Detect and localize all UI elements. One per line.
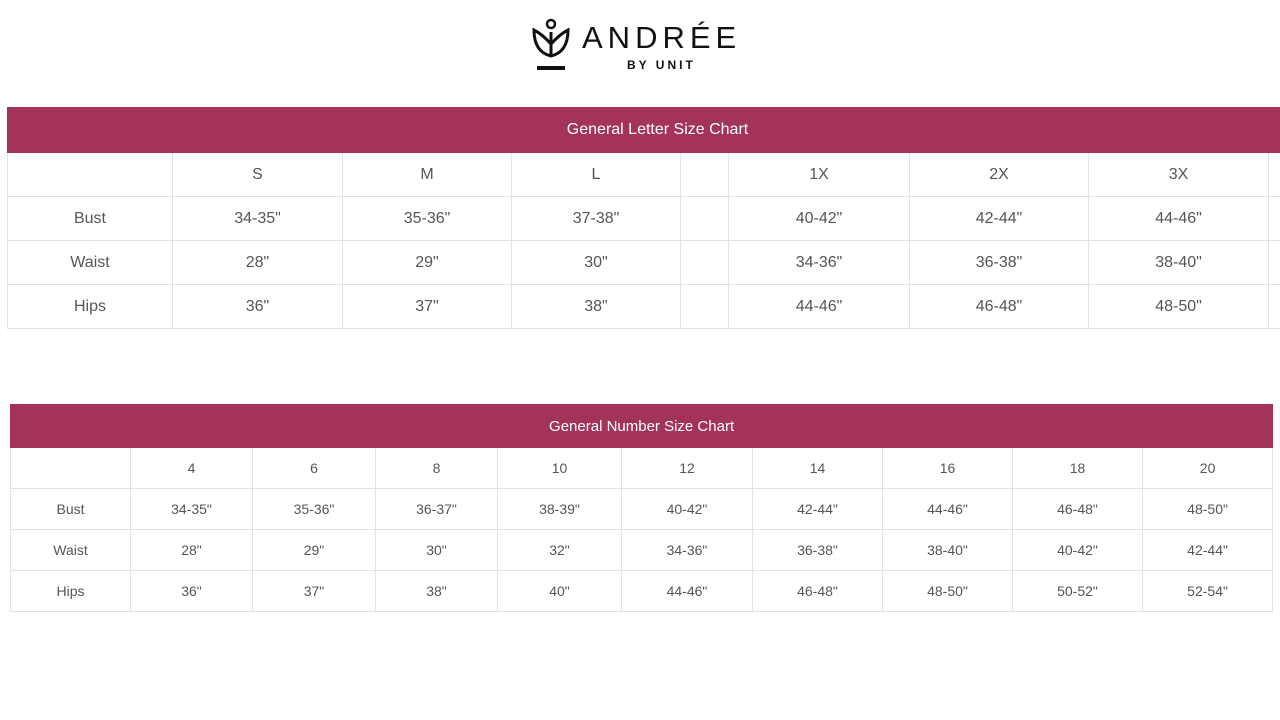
- measurement-cell: 37-38": [511, 196, 681, 241]
- size-column-header: M: [342, 152, 512, 197]
- size-column-header: 1X: [728, 152, 910, 197]
- size-column-header: 3X: [1088, 152, 1269, 197]
- measurement-cell: 38-40": [1088, 240, 1269, 285]
- letter-size-chart: General Letter Size Chart S M L 1X 2X 3X Bust 3…: [6, 107, 1280, 329]
- measurement-cell: 34-35": [130, 488, 253, 530]
- measurement-label: Waist: [10, 529, 131, 571]
- size-column-header: [10, 447, 131, 489]
- tulip-person-icon: [532, 18, 570, 70]
- measurement-cell: 28": [130, 529, 253, 571]
- table-row: Waist 28" 29" 30" 32" 34-36" 36-38" 38-40" 40-42…: [10, 529, 1274, 571]
- measurement-cell: 50-52": [1012, 570, 1143, 612]
- measurement-cell: 38": [375, 570, 498, 612]
- measurement-cell: 44-46": [882, 488, 1013, 530]
- measurement-cell: 46-48": [1012, 488, 1143, 530]
- size-column-header: 4: [130, 447, 253, 489]
- measurement-cell: 36": [130, 570, 253, 612]
- measurement-cell: 40-42": [728, 196, 910, 241]
- measurement-cell: 36-38": [909, 240, 1089, 285]
- measurement-cell: 42-44": [909, 196, 1089, 241]
- letter-chart-title: General Letter Size Chart: [6, 107, 1280, 153]
- measurement-cell: 34-36": [728, 240, 910, 285]
- measurement-cell: 44-46": [1088, 196, 1269, 241]
- size-header-row: S M L 1X 2X 3X: [7, 152, 1280, 197]
- measurement-cell: 36": [172, 284, 343, 329]
- measurement-cell: 29": [252, 529, 376, 571]
- table-row: Hips 36" 37" 38" 44-46" 46-48" 48-50": [7, 284, 1280, 329]
- measurement-cell: 40": [497, 570, 622, 612]
- size-column-header: 20: [1141, 447, 1274, 489]
- brand-name: ANDRÉE: [582, 20, 742, 55]
- size-column-header: 16: [882, 447, 1013, 489]
- measurement-cell: 36-37": [375, 488, 498, 530]
- measurement-cell: 42-44": [1141, 529, 1274, 571]
- measurement-cell: 29": [342, 240, 512, 285]
- measurement-cell: 38": [511, 284, 681, 329]
- measurement-cell: 30": [375, 529, 498, 571]
- measurement-cell: 28": [172, 240, 343, 285]
- measurement-cell: 38-39": [497, 488, 622, 530]
- measurement-cell: 40-42": [1012, 529, 1143, 571]
- number-size-chart: General Number Size Chart 4 6 8 10 12 14 16 18 2…: [9, 404, 1274, 612]
- measurement-cell: [680, 240, 729, 285]
- measurement-label: Waist: [7, 240, 173, 285]
- measurement-cell: 38-40": [882, 529, 1013, 571]
- measurement-label: Bust: [10, 488, 131, 530]
- size-column-header: [1267, 152, 1280, 197]
- size-header-row: 4 6 8 10 12 14 16 18 20: [10, 447, 1274, 489]
- size-column-header: [680, 152, 729, 197]
- size-column-header: 12: [621, 447, 753, 489]
- measurement-cell: [1267, 284, 1280, 329]
- measurement-cell: 32": [497, 529, 622, 571]
- measurement-cell: 48-50": [1088, 284, 1269, 329]
- measurement-cell: 37": [342, 284, 512, 329]
- size-column-header: 8: [375, 447, 498, 489]
- measurement-cell: 48-50": [882, 570, 1013, 612]
- measurement-cell: [680, 196, 729, 241]
- measurement-cell: 35-36": [342, 196, 512, 241]
- table-row: Waist 28" 29" 30" 34-36" 36-38" 38-40": [7, 240, 1280, 285]
- measurement-cell: 44-46": [621, 570, 753, 612]
- measurement-label: Hips: [7, 284, 173, 329]
- brand-subtitle: BY UNIT: [627, 58, 696, 72]
- measurement-cell: 30": [511, 240, 681, 285]
- size-column-header: L: [511, 152, 681, 197]
- measurement-cell: 44-46": [728, 284, 910, 329]
- brand-logo: ANDRÉE BY UNIT: [530, 18, 760, 76]
- measurement-cell: 52-54": [1141, 570, 1274, 612]
- table-row: Bust 34-35" 35-36" 37-38" 40-42" 42-44" 44-46": [7, 196, 1280, 241]
- measurement-cell: [1267, 240, 1280, 285]
- size-column-header: S: [172, 152, 343, 197]
- measurement-cell: 34-35": [172, 196, 343, 241]
- measurement-cell: 40-42": [621, 488, 753, 530]
- measurement-cell: [680, 284, 729, 329]
- measurement-cell: 35-36": [252, 488, 376, 530]
- measurement-label: Hips: [10, 570, 131, 612]
- measurement-cell: 42-44": [752, 488, 883, 530]
- table-row: Bust 34-35" 35-36" 36-37" 38-39" 40-42" 42-44"…: [10, 488, 1274, 530]
- number-chart-title: General Number Size Chart: [9, 404, 1274, 448]
- size-column-header: 14: [752, 447, 883, 489]
- measurement-cell: 46-48": [752, 570, 883, 612]
- size-column-header: 6: [252, 447, 376, 489]
- measurement-cell: 36-38": [752, 529, 883, 571]
- measurement-cell: [1267, 196, 1280, 241]
- measurement-cell: 46-48": [909, 284, 1089, 329]
- measurement-label: Bust: [7, 196, 173, 241]
- measurement-cell: 48-50": [1141, 488, 1274, 530]
- table-row: Hips 36" 37" 38" 40" 44-46" 46-48" 48-50" 50-52"…: [10, 570, 1274, 612]
- size-column-header: 18: [1012, 447, 1143, 489]
- size-column-header: [7, 152, 173, 197]
- size-column-header: 2X: [909, 152, 1089, 197]
- size-column-header: 10: [497, 447, 622, 489]
- measurement-cell: 37": [252, 570, 376, 612]
- measurement-cell: 34-36": [621, 529, 753, 571]
